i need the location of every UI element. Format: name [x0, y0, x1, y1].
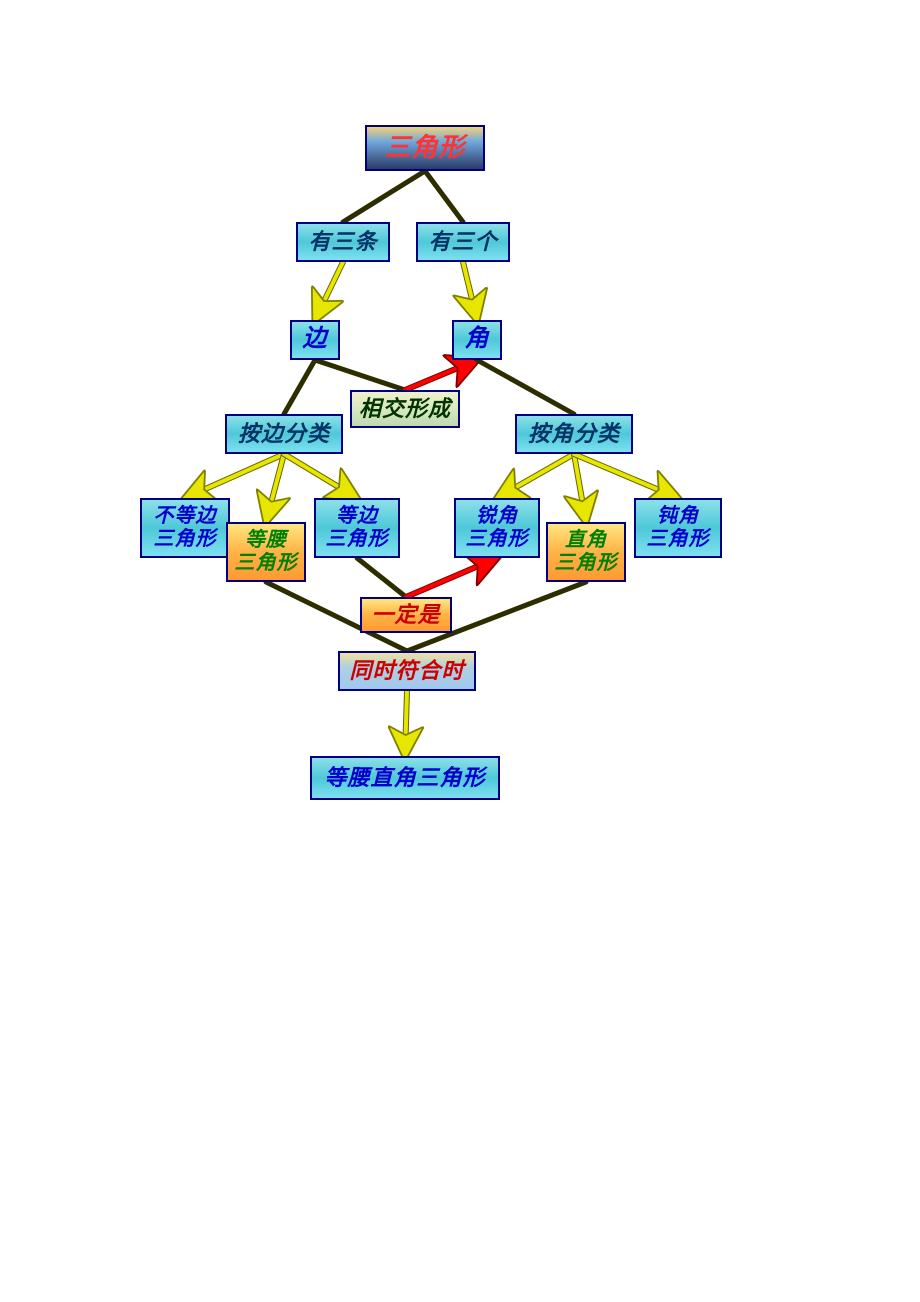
edge-by_side-scalene — [185, 454, 284, 498]
node-intersect: 相交形成 — [350, 390, 460, 428]
node-by_side: 按边分类 — [225, 414, 343, 454]
node-scalene: 不等边三角形 — [140, 498, 230, 558]
node-obtuse: 钝角三角形 — [634, 498, 722, 558]
node-acute: 锐角三角形 — [454, 498, 540, 558]
node-has3angles: 有三个 — [416, 222, 510, 262]
node-sides: 边 — [290, 320, 340, 360]
edge-by_side-equilateral — [284, 454, 357, 498]
edge-intersect-angles — [405, 360, 477, 390]
node-right: 直角三角形 — [546, 522, 626, 582]
edge-by_angle-obtuse — [574, 454, 678, 498]
edge-intersect-angles — [405, 360, 477, 390]
node-has3sides: 有三条 — [296, 222, 390, 262]
edge-sides-intersect — [315, 360, 405, 390]
edge-has3angles-angles — [463, 262, 477, 320]
edge-by_side-isosceles — [266, 454, 284, 522]
node-root: 三角形 — [365, 125, 485, 171]
node-angles: 角 — [452, 320, 502, 360]
node-must_be: 一定是 — [360, 597, 452, 633]
edge-by_angle-right — [574, 454, 586, 522]
edge-both-iso_right — [405, 691, 407, 756]
edge-root-has3angles — [425, 171, 463, 222]
edge-both-iso_right — [405, 691, 407, 756]
edge-sides-by_side — [284, 360, 315, 414]
edge-by_angle-obtuse — [574, 454, 678, 498]
node-both: 同时符合时 — [338, 651, 476, 691]
edge-angles-by_angle — [477, 360, 574, 414]
edge-has3sides-sides — [315, 262, 343, 320]
edge-root-has3sides — [343, 171, 425, 222]
node-equilateral: 等边三角形 — [314, 498, 400, 558]
node-by_angle: 按角分类 — [515, 414, 633, 454]
edge-by_side-equilateral — [284, 454, 357, 498]
edge-has3angles-angles — [463, 262, 477, 320]
edge-by_angle-acute — [497, 454, 574, 498]
node-iso_right: 等腰直角三角形 — [310, 756, 500, 800]
edge-equilateral-must_be — [357, 558, 406, 597]
edge-by_side-scalene — [185, 454, 284, 498]
node-isosceles: 等腰三角形 — [226, 522, 306, 582]
edge-by_side-isosceles — [266, 454, 284, 522]
edge-by_angle-acute — [497, 454, 574, 498]
edge-has3sides-sides — [315, 262, 343, 320]
edge-must_be-acute — [406, 558, 497, 597]
edge-by_angle-right — [574, 454, 586, 522]
diagram-canvas: { "diagram": { "type": "flowchart", "can… — [0, 0, 920, 1302]
edge-must_be-acute — [406, 558, 497, 597]
